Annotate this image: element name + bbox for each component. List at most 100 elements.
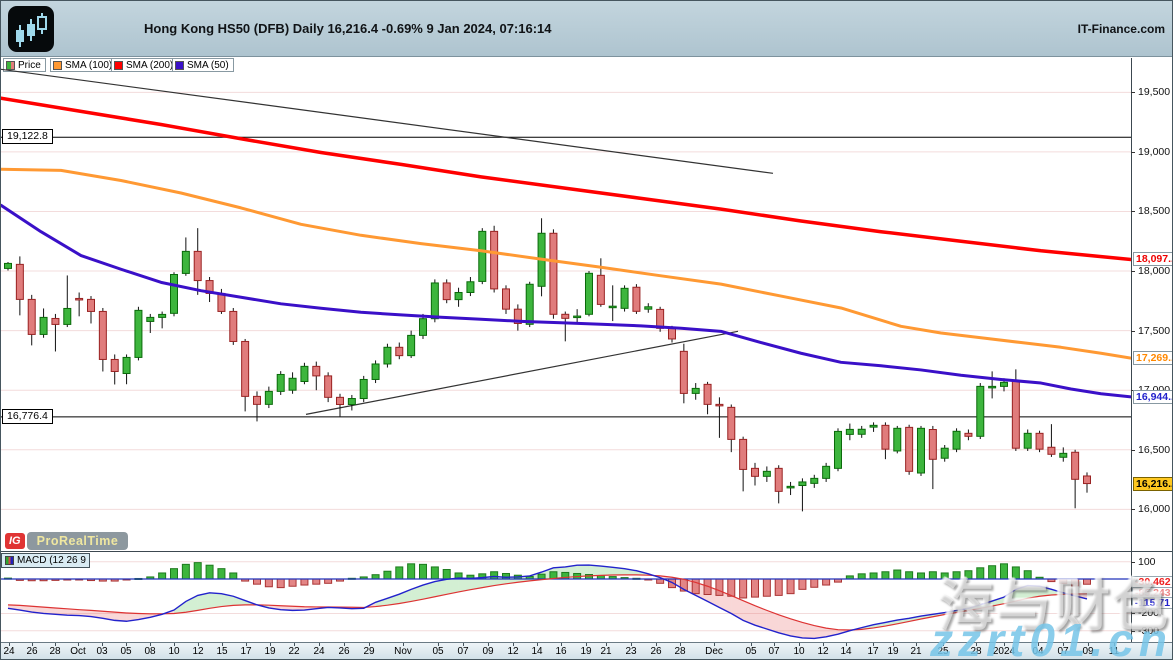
candle [632,286,641,312]
sma-line [1,203,1131,399]
candle [573,315,582,319]
candle [513,308,522,324]
legend-sma200-label: SMA (200) [126,59,174,71]
candle [928,429,937,460]
candle [857,428,866,435]
candle [916,427,925,474]
candle [478,230,487,282]
time-tick [1114,643,1115,646]
axis-divider [1,642,1172,643]
macd-bar [158,572,167,580]
candle [584,272,593,315]
candle [229,310,238,342]
time-tick [174,643,175,646]
prorealtime-brand: ProRealTime [26,531,129,550]
axis-tick [1131,630,1135,632]
candle [881,424,890,450]
sma-line [1,167,1131,360]
legend-sma50[interactable]: SMA (50) [172,58,234,72]
macd-tick-label: 100 [1138,555,1156,568]
time-tick-label: 24 [3,646,15,657]
price-value-label: 17,269.. [1133,351,1172,366]
candle [727,406,736,440]
macd-bar [715,578,724,596]
macd-indicator-label[interactable]: MACD (12 26 9 [1,553,90,568]
candles-layer [4,218,1091,512]
time-tick [631,643,632,646]
time-tick-label: 17 [867,646,879,657]
candle [964,432,973,437]
macd-bar [276,578,285,589]
axis-tick [1131,211,1135,213]
time-tick [537,643,538,646]
macd-bar [371,574,380,580]
time-tick-label: 12 [192,646,204,657]
candle [264,390,273,405]
candle [15,263,24,300]
candle [122,356,131,375]
candle [810,477,819,484]
axis-tick [1131,449,1135,451]
macd-bar [988,565,997,580]
macd-fill-layer [8,565,1087,639]
legend-sma200[interactable]: SMA (200) [111,58,179,72]
macd-bar [739,578,748,599]
prorealtime-logo[interactable]: IG ProRealTime [5,531,129,550]
macd-indicator-canvas[interactable] [1,552,1131,642]
macd-bar [395,566,404,580]
candle [371,363,380,380]
price-tick-label: 18,000 [1138,265,1171,278]
candle [407,334,416,357]
time-tick-label: 04 [1032,646,1044,657]
price-value-label: 16,216.. [1133,476,1172,491]
candle [98,310,107,360]
macd-bar [193,562,202,580]
time-tick [403,643,404,646]
macd-bar [916,572,925,580]
macd-label-text: MACD (12 26 9 [17,555,86,566]
price-chart-canvas[interactable] [1,58,1131,552]
candle [181,250,190,274]
macd-bar [1059,578,1068,584]
legend-sma100-label: SMA (100) [65,59,113,71]
candle [395,346,404,357]
time-tick-label: 26 [26,646,38,657]
candle [869,424,878,428]
time-tick-label: 10 [168,646,180,657]
candle [1023,432,1032,449]
macd-bar [181,563,190,580]
time-tick [369,643,370,646]
macd-bar [762,578,771,597]
time-tick-label: 09 [482,646,494,657]
candle [1011,380,1020,449]
time-tick-label: 19 [264,646,276,657]
time-tick [561,643,562,646]
macd-bar [300,578,309,586]
time-tick [976,643,977,646]
time-axis[interactable]: 24 26 28 Oct 03 05 08 10 12 15 17 19 22 24 26 29 Nov 05 07… [1,643,1172,659]
candle [999,381,1008,387]
time-tick [1038,643,1039,646]
time-tick-label: 26 [338,646,350,657]
macd-bar [905,571,914,580]
candle [39,316,48,335]
macd-bar [442,569,451,580]
time-tick-label: 12 [507,646,519,657]
sma100-swatch-icon [53,60,62,70]
macd-bar [537,573,546,580]
candle [715,403,724,407]
price-tick-label: 16,500 [1138,443,1171,456]
macd-bar [786,578,795,595]
candle [786,485,795,489]
macd-signal-line [7,574,1088,631]
axis-tick [1131,330,1135,332]
macd-bar [727,578,736,597]
panel-divider [1,551,1172,552]
time-tick-label: 16 [555,646,567,657]
candle [288,377,297,391]
time-tick-label: 28 [970,646,982,657]
macd-bar [928,571,937,580]
legend-price[interactable]: Price [3,58,46,72]
time-tick [32,643,33,646]
